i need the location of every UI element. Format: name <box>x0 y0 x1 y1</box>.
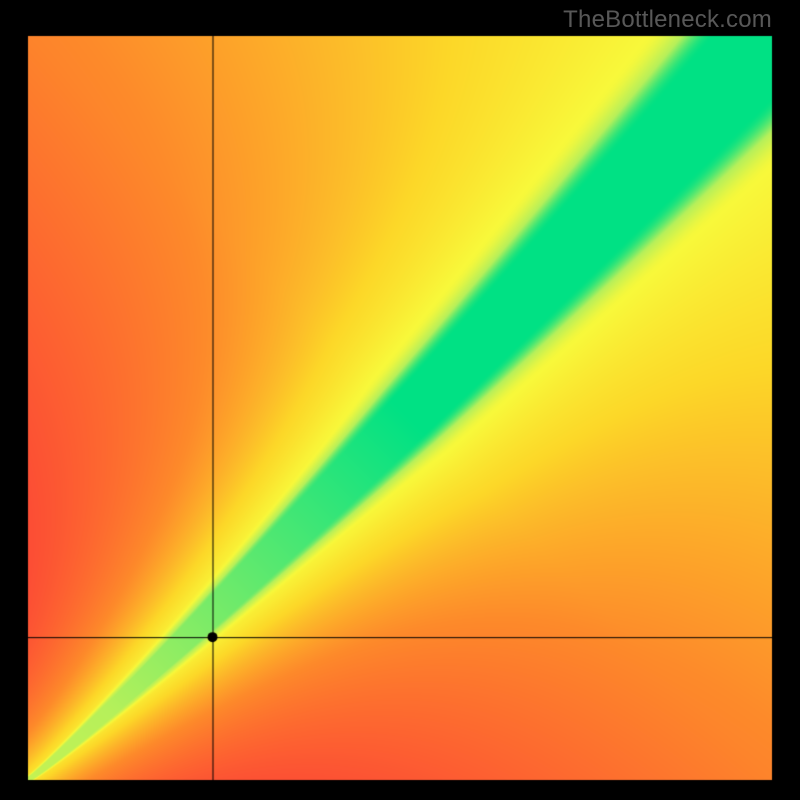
bottleneck-heatmap <box>0 0 800 800</box>
figure-container: TheBottleneck.com <box>0 0 800 800</box>
watermark-text: TheBottleneck.com <box>563 6 772 34</box>
